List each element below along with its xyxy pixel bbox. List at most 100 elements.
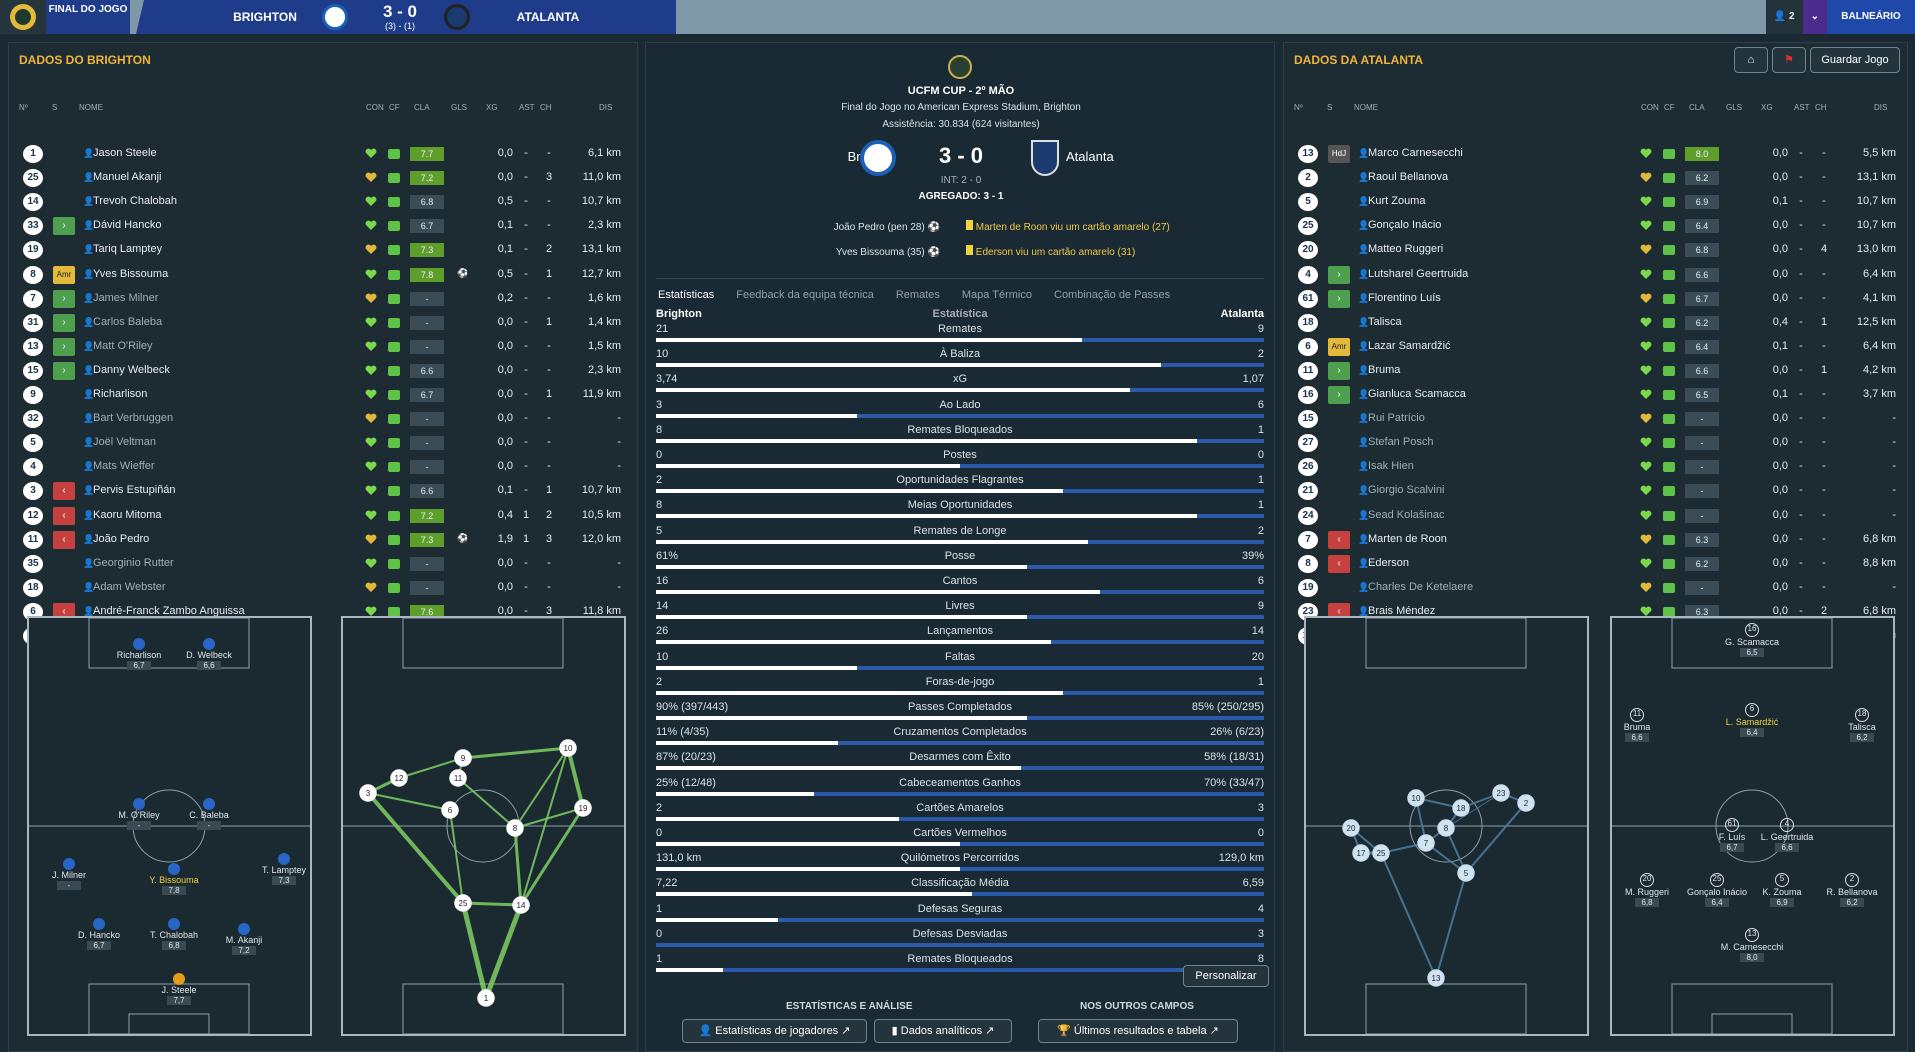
formation-player[interactable]: 20 M. Ruggeri 6,8 [1607, 873, 1687, 907]
pass-node[interactable]: 25 [1372, 844, 1390, 862]
pass-node[interactable]: 10 [1407, 789, 1425, 807]
column-header[interactable]: S [52, 103, 58, 112]
pass-node[interactable]: 11 [449, 769, 467, 787]
table-row[interactable]: 3 ‹ 👤 Pervis Estupiñán 6.6 0,1- 1 10,7 km [13, 479, 628, 503]
player-name[interactable]: Danny Welbeck [93, 363, 170, 376]
pass-node[interactable]: 8 [506, 819, 524, 837]
formation-player[interactable]: C. Baleba - [169, 798, 249, 830]
pass-node[interactable]: 23 [1492, 784, 1510, 802]
player-name[interactable]: Brais Méndez [1368, 604, 1436, 617]
player-name[interactable]: Joël Veltman [93, 436, 156, 449]
home-icon[interactable]: ⌂ [1734, 47, 1768, 73]
table-row[interactable]: 32 👤 Bart Verbruggen -0,0- - - [13, 407, 628, 431]
player-name[interactable]: Matteo Ruggeri [1368, 243, 1444, 256]
column-header[interactable]: GLS [1726, 103, 1743, 112]
results-table-button[interactable]: 🏆 Últimos resultados e tabela ↗ [1038, 1019, 1238, 1043]
table-row[interactable]: 33 › 👤 Dávid Hancko 6.7 0,1- -2,3 km [13, 214, 628, 238]
table-row[interactable]: 13 › 👤 Matt O'Riley -0,0- -1,5 km [13, 335, 628, 359]
flag-icon[interactable]: ⚑ [1772, 47, 1806, 73]
column-header[interactable]: CON [1641, 103, 1659, 112]
pass-node[interactable]: 19 [574, 799, 592, 817]
personalizar-button[interactable]: Personalizar [1183, 965, 1269, 987]
table-row[interactable]: 2 👤 Raoul Bellanova 6.2 0,0- -13,1 km [1288, 166, 1903, 190]
column-header[interactable]: AST [519, 103, 535, 112]
player-name[interactable]: Florentino Luís [1368, 291, 1441, 304]
tab-feedback[interactable]: Feedback da equipa técnica [736, 289, 874, 301]
player-name[interactable]: Kaoru Mitoma [93, 508, 162, 521]
tab-remates[interactable]: Remates [895, 289, 940, 301]
column-header[interactable]: NOME [1354, 103, 1378, 112]
tab-mapa-termico[interactable]: Mapa Térmico [961, 289, 1032, 301]
column-header[interactable]: CLA [414, 103, 430, 112]
player-name[interactable]: Lazar Samardžić [1368, 339, 1451, 352]
formation-player[interactable]: 5 K. Zouma 6,9 [1742, 873, 1822, 907]
dropdown-chevron-icon[interactable]: ⌄ [1802, 0, 1827, 34]
player-name[interactable]: Talisca [1368, 315, 1402, 328]
player-name[interactable]: Matt O'Riley [93, 339, 153, 352]
player-name[interactable]: João Pedro [93, 532, 150, 545]
pass-node[interactable]: 17 [1352, 844, 1370, 862]
column-header[interactable]: CH [540, 103, 552, 112]
table-row[interactable]: 1 👤 Jason Steele 7.7 0,0- -6,1 km [13, 142, 628, 166]
table-row[interactable]: 4 › 👤 Lutsharel Geertruida 6.6 0,0- -6,4 km [1288, 263, 1903, 287]
table-row[interactable]: 9 👤 Richarlison 6.7 0,0- 1 11,9 km [13, 383, 628, 407]
formation-player[interactable]: J. Milner - [29, 858, 109, 890]
column-header[interactable]: CLA [1689, 103, 1705, 112]
balneario-button[interactable]: BALNEÁRIO [1827, 0, 1915, 34]
formation-player[interactable]: 16 G. Scamacca 6,5 [1712, 623, 1792, 657]
player-name[interactable]: James Milner [93, 291, 159, 304]
table-row[interactable]: 21 👤 Giorgio Scalvini -0,0- - - [1288, 479, 1903, 503]
player-name[interactable]: Yves Bissouma [93, 267, 169, 280]
player-name[interactable]: Dávid Hancko [93, 219, 162, 232]
table-row[interactable]: 6 ‹ 👤 André-Franck Zambo Anguissa 7.6 0,0-3 11… [13, 600, 628, 624]
column-header[interactable]: AST [1794, 103, 1810, 112]
table-row[interactable]: 13 HdJ 👤 Marco Carnesecchi 8.0 0,0- -5,5 km [1288, 142, 1903, 166]
player-name[interactable]: Adam Webster [93, 580, 166, 593]
table-row[interactable]: 6 Amr 👤 Lazar Samardžić 6.4 0,1- -6,4 km [1288, 335, 1903, 359]
player-name[interactable]: Raoul Bellanova [1368, 171, 1449, 184]
player-name[interactable]: Bruma [1368, 363, 1401, 376]
player-name[interactable]: André-Franck Zambo Anguissa [93, 604, 245, 617]
table-row[interactable]: 19 👤 Charles De Ketelaere -0,0- - - [1288, 576, 1903, 600]
pass-node[interactable]: 14 [512, 896, 530, 914]
player-name[interactable]: Marco Carnesecchi [1368, 147, 1463, 159]
pass-node[interactable]: 5 [1457, 864, 1475, 882]
table-row[interactable]: 11 ‹ 👤 João Pedro 7.3 ⚽ 1,9 1 3 12,0 km [13, 528, 628, 552]
player-name[interactable]: Georginio Rutter [93, 556, 174, 569]
player-name[interactable]: Rui Patrício [1368, 412, 1425, 425]
formation-player[interactable]: M. O'Riley - [99, 798, 179, 830]
column-header[interactable]: XG [486, 103, 498, 112]
formation-player[interactable]: T. Lamptey 7,3 [244, 853, 324, 885]
player-name[interactable]: Giorgio Scalvini [1368, 484, 1445, 497]
analytics-button[interactable]: ▮ Dados analíticos ↗ [874, 1019, 1012, 1043]
player-name[interactable]: Marten de Roon [1368, 532, 1447, 545]
column-header[interactable]: S [1327, 103, 1333, 112]
player-name[interactable]: Manuel Akanji [93, 171, 162, 184]
pass-node[interactable]: 6 [441, 801, 459, 819]
column-header[interactable]: XG [1761, 103, 1773, 112]
table-row[interactable]: 8 ‹ 👤 Ederson 6.2 0,0- -8,8 km [1288, 552, 1903, 576]
table-row[interactable]: 18 👤 Talisca 6.2 0,4- 1 12,5 km [1288, 311, 1903, 335]
formation-player[interactable]: J. Steele 7,7 [139, 973, 219, 1005]
pass-node[interactable]: 25 [454, 894, 472, 912]
pass-node[interactable]: 10 [559, 739, 577, 757]
column-header[interactable]: Nº [19, 103, 28, 112]
column-header[interactable]: CF [389, 103, 400, 112]
formation-player[interactable]: D. Welbeck 6,6 [169, 638, 249, 670]
column-header[interactable]: CH [1815, 103, 1827, 112]
formation-player[interactable]: 61 F. Luís 6,7 [1692, 818, 1772, 852]
formation-player[interactable]: 25 Gonçalo Inácio 6,4 [1677, 873, 1757, 907]
table-row[interactable]: 15 › 👤 Danny Welbeck 6.6 0,0- -2,3 km [13, 359, 628, 383]
formation-player[interactable]: 4 L. Geertruida 6,6 [1747, 818, 1827, 852]
player-name[interactable]: Mats Wieffer [93, 460, 155, 473]
pass-node[interactable]: 18 [1452, 799, 1470, 817]
formation-player[interactable]: Y. Bissouma 7,8 [134, 863, 214, 895]
pass-node[interactable]: 9 [454, 749, 472, 767]
formation-player[interactable]: T. Chalobah 6,8 [134, 918, 214, 950]
pass-node[interactable]: 20 [1342, 819, 1360, 837]
column-header[interactable]: CON [366, 103, 384, 112]
player-name[interactable]: Jason Steele [93, 147, 157, 159]
player-name[interactable]: Tariq Lamptey [93, 243, 163, 256]
player-name[interactable]: Sead Kolašinac [1368, 508, 1445, 521]
player-name[interactable]: Carlos Baleba [93, 315, 163, 328]
